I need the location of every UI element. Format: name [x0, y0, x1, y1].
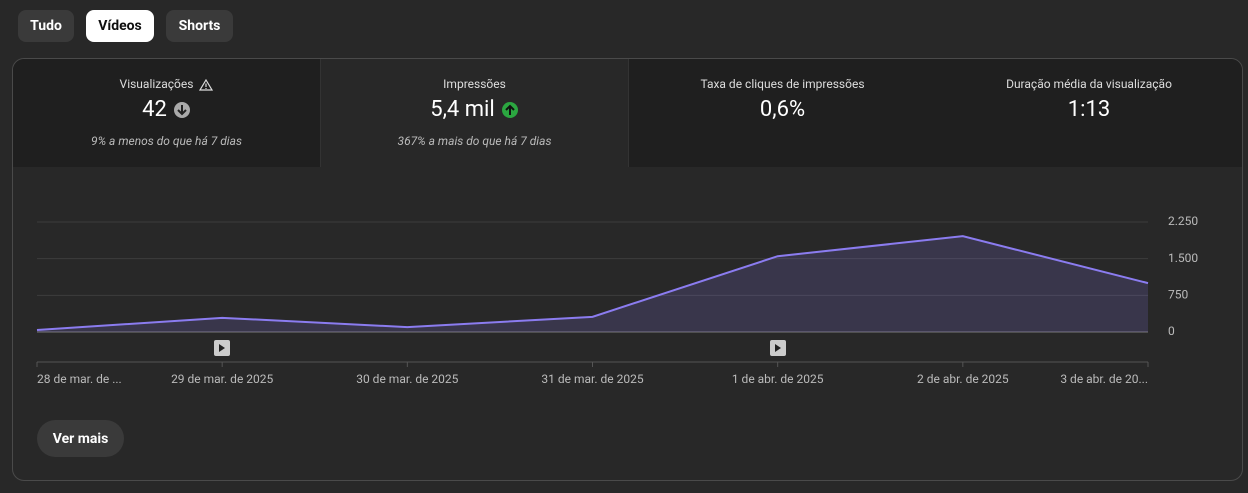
tab[interactable]: Tudo [18, 10, 74, 42]
area [37, 236, 1148, 332]
metric-title: Impressões [443, 77, 506, 91]
panel: Visualizações 42 9% a menos do que há 7 … [12, 58, 1243, 481]
metric-value: 5,4 mil [430, 97, 495, 122]
y-tick-label: 750 [1168, 288, 1188, 302]
x-tick-label: 1 de abr. de 2025 [732, 372, 824, 386]
tab[interactable]: Shorts [166, 10, 233, 42]
video-marker [770, 340, 786, 356]
x-tick-label: 29 de mar. de 2025 [171, 372, 273, 386]
x-tick-label: 3 de abr. de 20... [1060, 372, 1148, 386]
video-marker [214, 340, 230, 356]
metric-title: Visualizações [119, 77, 194, 91]
metric-value: 0,6% [759, 97, 806, 122]
warning-icon [199, 78, 214, 91]
metric-note: 9% a menos do que há 7 dias [91, 134, 242, 148]
tab[interactable]: Vídeos [86, 10, 154, 42]
y-tick-label: 1.500 [1168, 251, 1198, 265]
y-tick-label: 2.250 [1168, 214, 1198, 228]
metric-value: 1:13 [1067, 97, 1111, 122]
see-more-button[interactable]: Ver mais [37, 420, 124, 457]
metric-card[interactable]: Impressões 5,4 mil 367% a mais do que há… [321, 59, 629, 167]
metric-card[interactable]: Visualizações 42 9% a menos do que há 7 … [13, 59, 321, 167]
x-tick-label: 2 de abr. de 2025 [917, 372, 1009, 386]
metric-card[interactable]: Duração média da visualização 1:13 [936, 59, 1242, 167]
metric-note: 367% a mais do que há 7 dias [397, 134, 552, 148]
line [36, 235, 1149, 332]
x-tick-label: 30 de mar. de 2025 [356, 372, 458, 386]
metric-card[interactable]: Taxa de cliques de impressões 0,6% [629, 59, 937, 167]
x-tick-label: 31 de mar. de 2025 [541, 372, 643, 386]
y-tick-label: 0 [1168, 324, 1175, 338]
down-icon [173, 102, 190, 119]
metric-title: Duração média da visualização [1006, 77, 1172, 91]
metric-title: Taxa de cliques de impressões [700, 77, 865, 91]
up-icon [501, 102, 518, 119]
x-tick-label: 28 de mar. de ... [37, 372, 122, 386]
metric-value: 42 [142, 97, 167, 122]
